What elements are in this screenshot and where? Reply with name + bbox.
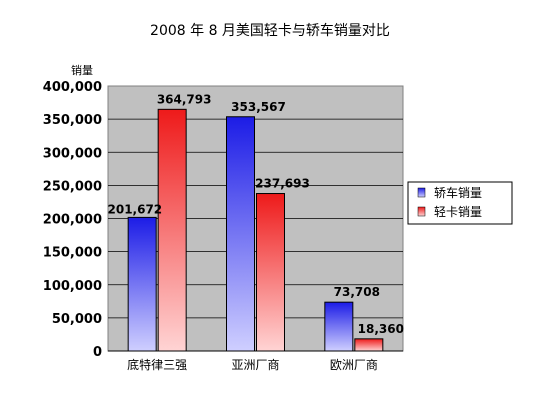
data-label-light-truck: 237,693 (255, 177, 310, 191)
gridlines (108, 118, 403, 319)
legend-swatch-sedan (417, 187, 426, 198)
bars (127, 108, 384, 352)
legend-label-sedan: 轿车销量 (434, 185, 482, 200)
y-tick-label: 0 (93, 345, 102, 360)
bar-sedan (226, 116, 255, 352)
y-tick-label: 200,000 (43, 213, 102, 228)
legend-box (407, 181, 513, 225)
y-tick-label: 350,000 (43, 113, 102, 128)
data-label-sedan: 73,708 (334, 285, 380, 299)
y-axis-label: 销量 (71, 63, 93, 77)
category-label: 底特律三强 (127, 357, 187, 372)
y-tick-label: 400,000 (43, 80, 102, 95)
data-label-sedan: 353,567 (231, 100, 286, 114)
legend-swatch-light-truck (417, 206, 426, 217)
data-label-light-truck: 364,793 (157, 92, 212, 106)
bar-light-truck (354, 338, 384, 352)
y-tick-label: 300,000 (43, 146, 102, 161)
legend: 轿车销量 轻卡销量 (407, 181, 513, 225)
y-tick-label: 50,000 (52, 312, 102, 327)
bar-sedan (127, 216, 157, 352)
legend-label-light-truck: 轻卡销量 (434, 205, 482, 219)
bar-sedan (324, 301, 354, 352)
data-labels: 201,672 364,793 353,567 237,693 73,708 18,360 (108, 92, 404, 336)
data-label-light-truck: 18,360 (358, 322, 404, 336)
y-tick-labels: 0 50,000 100,000 150,000 200,000 250,000 300,0… (43, 80, 102, 360)
category-label: 亚洲厂商 (231, 357, 279, 372)
bar-light-truck (256, 193, 285, 352)
y-tick-label: 100,000 (43, 279, 102, 294)
data-label-sedan: 201,672 (108, 202, 163, 216)
bar-light-truck (157, 108, 187, 352)
y-tick-label: 150,000 (43, 246, 102, 261)
category-labels: 底特律三强 亚洲厂商 欧洲厂商 (127, 357, 378, 372)
category-label: 欧洲厂商 (330, 357, 378, 372)
chart-title: 2008 年 8 月美国轻卡与轿车销量对比 (150, 22, 390, 39)
y-tick-label: 250,000 (43, 179, 102, 194)
